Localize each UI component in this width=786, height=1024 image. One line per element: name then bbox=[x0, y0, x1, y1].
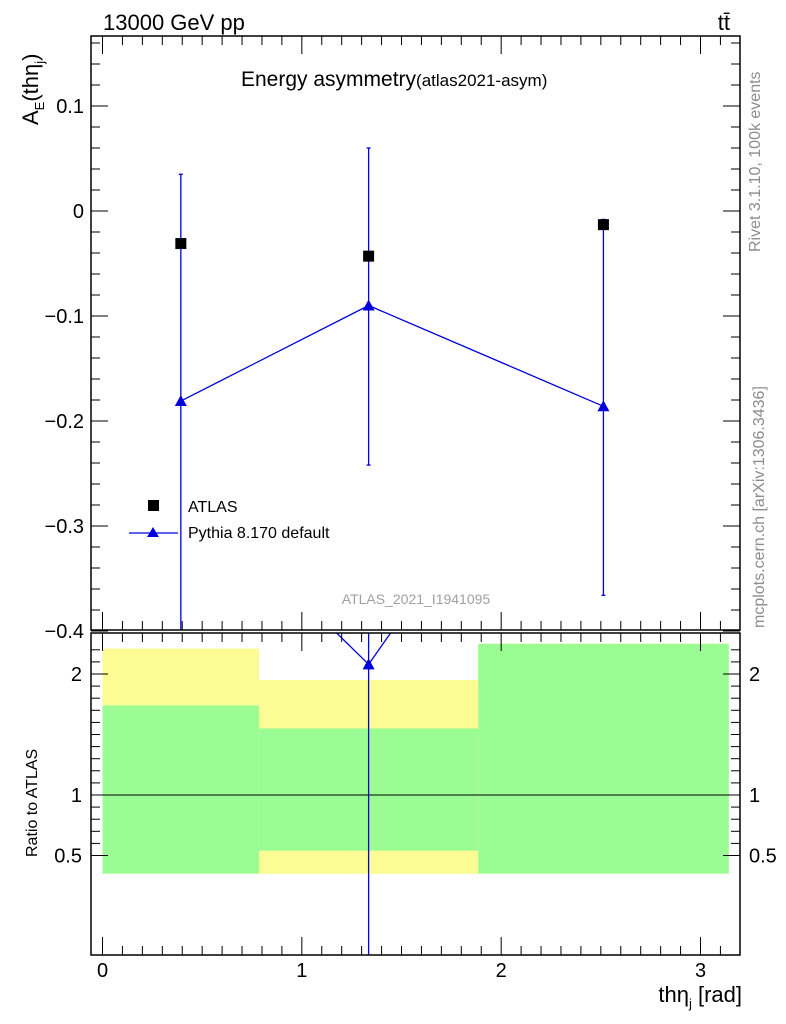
side-label-top: Rivet 3.1.10, 100k events bbox=[747, 71, 764, 252]
ratio-xtick-label: 2 bbox=[496, 960, 507, 982]
process-label: tt̄ bbox=[718, 10, 730, 35]
ratio-frame bbox=[90, 632, 741, 956]
x-axis-label: thηj [rad] bbox=[658, 982, 742, 1011]
legend-atlas-marker bbox=[148, 500, 159, 511]
atlas-point bbox=[597, 219, 609, 231]
ratio-band-green bbox=[102, 705, 259, 874]
main-ytick-label: −0.1 bbox=[45, 306, 84, 328]
atlas-point bbox=[175, 238, 187, 250]
pythia-point bbox=[174, 395, 187, 407]
ratio-ytick-label-right: 1 bbox=[749, 785, 760, 807]
atlas-point bbox=[363, 250, 375, 262]
ratio-xtick-label: 1 bbox=[296, 960, 307, 982]
main-y-axis-label: AE(thηj) bbox=[18, 54, 47, 126]
ratio-panel: 2 2 1 1 0.5 0.5 0 1 2 3 Ratio to ATLAS thηj [rad] bbox=[24, 632, 777, 1011]
main-panel: Energy asymmetry(atlas2021-asym) ATLAS_2… bbox=[18, 35, 741, 643]
watermark: ATLAS_2021_I1941095 bbox=[342, 591, 491, 607]
ratio-y-axis-label: Ratio to ATLAS bbox=[24, 749, 41, 857]
ratio-ytick-label: 1 bbox=[71, 785, 82, 807]
x-label-main: thη bbox=[658, 982, 689, 1007]
ratio-point bbox=[362, 658, 375, 670]
y-label-sub: E bbox=[32, 101, 47, 110]
chart-subtitle: (atlas2021-asym) bbox=[416, 71, 547, 90]
chart-title-main: Energy asymmetry bbox=[241, 68, 417, 91]
ratio-xtick-label: 0 bbox=[97, 960, 108, 982]
pythia-point bbox=[362, 299, 375, 311]
y-label-rest-sub: j bbox=[32, 61, 47, 65]
y-label-rest: (thη bbox=[18, 64, 43, 102]
main-ticks: 0.1 0 −0.1 −0.2 −0.3 −0.4 bbox=[45, 36, 740, 643]
main-ytick-label: −0.4 bbox=[45, 621, 84, 643]
main-ytick-label: 0.1 bbox=[56, 96, 84, 118]
chart-title: Energy asymmetry(atlas2021-asym) bbox=[241, 68, 547, 91]
pythia-line bbox=[180, 304, 604, 407]
ratio-bands bbox=[102, 643, 729, 874]
main-frame bbox=[90, 35, 741, 631]
y-label-close: ) bbox=[18, 54, 43, 61]
pythia-point bbox=[597, 400, 610, 412]
ratio-ytick-label-right: 0.5 bbox=[749, 846, 777, 868]
ratio-line-right bbox=[368, 632, 392, 665]
y-label-main: A bbox=[18, 110, 43, 125]
main-ytick-label: −0.3 bbox=[45, 516, 84, 538]
ratio-ytick-label: 0.5 bbox=[54, 846, 82, 868]
ratio-ytick-label-right: 2 bbox=[749, 664, 760, 686]
x-label-sub: j bbox=[688, 996, 692, 1011]
legend: ATLAS Pythia 8.170 default bbox=[129, 499, 330, 542]
main-ytick-label: −0.2 bbox=[45, 411, 84, 433]
main-series bbox=[174, 147, 610, 630]
legend-atlas-label: ATLAS bbox=[188, 499, 238, 516]
side-label-bottom: mcplots.cern.ch [arXiv:1306.3436] bbox=[751, 386, 768, 628]
legend-pythia-label: Pythia 8.170 default bbox=[188, 525, 330, 542]
main-ytick-label: 0 bbox=[73, 201, 84, 223]
ratio-band-green bbox=[478, 643, 729, 874]
ratio-xtick-label: 3 bbox=[695, 960, 706, 982]
legend-pythia-marker bbox=[147, 527, 159, 537]
ratio-ticks: 2 2 1 1 0.5 0.5 0 1 2 3 bbox=[54, 633, 777, 982]
energy-label: 13000 GeV pp bbox=[103, 10, 245, 35]
x-label-unit: [rad] bbox=[692, 982, 742, 1007]
ratio-ytick-label: 2 bbox=[71, 664, 82, 686]
